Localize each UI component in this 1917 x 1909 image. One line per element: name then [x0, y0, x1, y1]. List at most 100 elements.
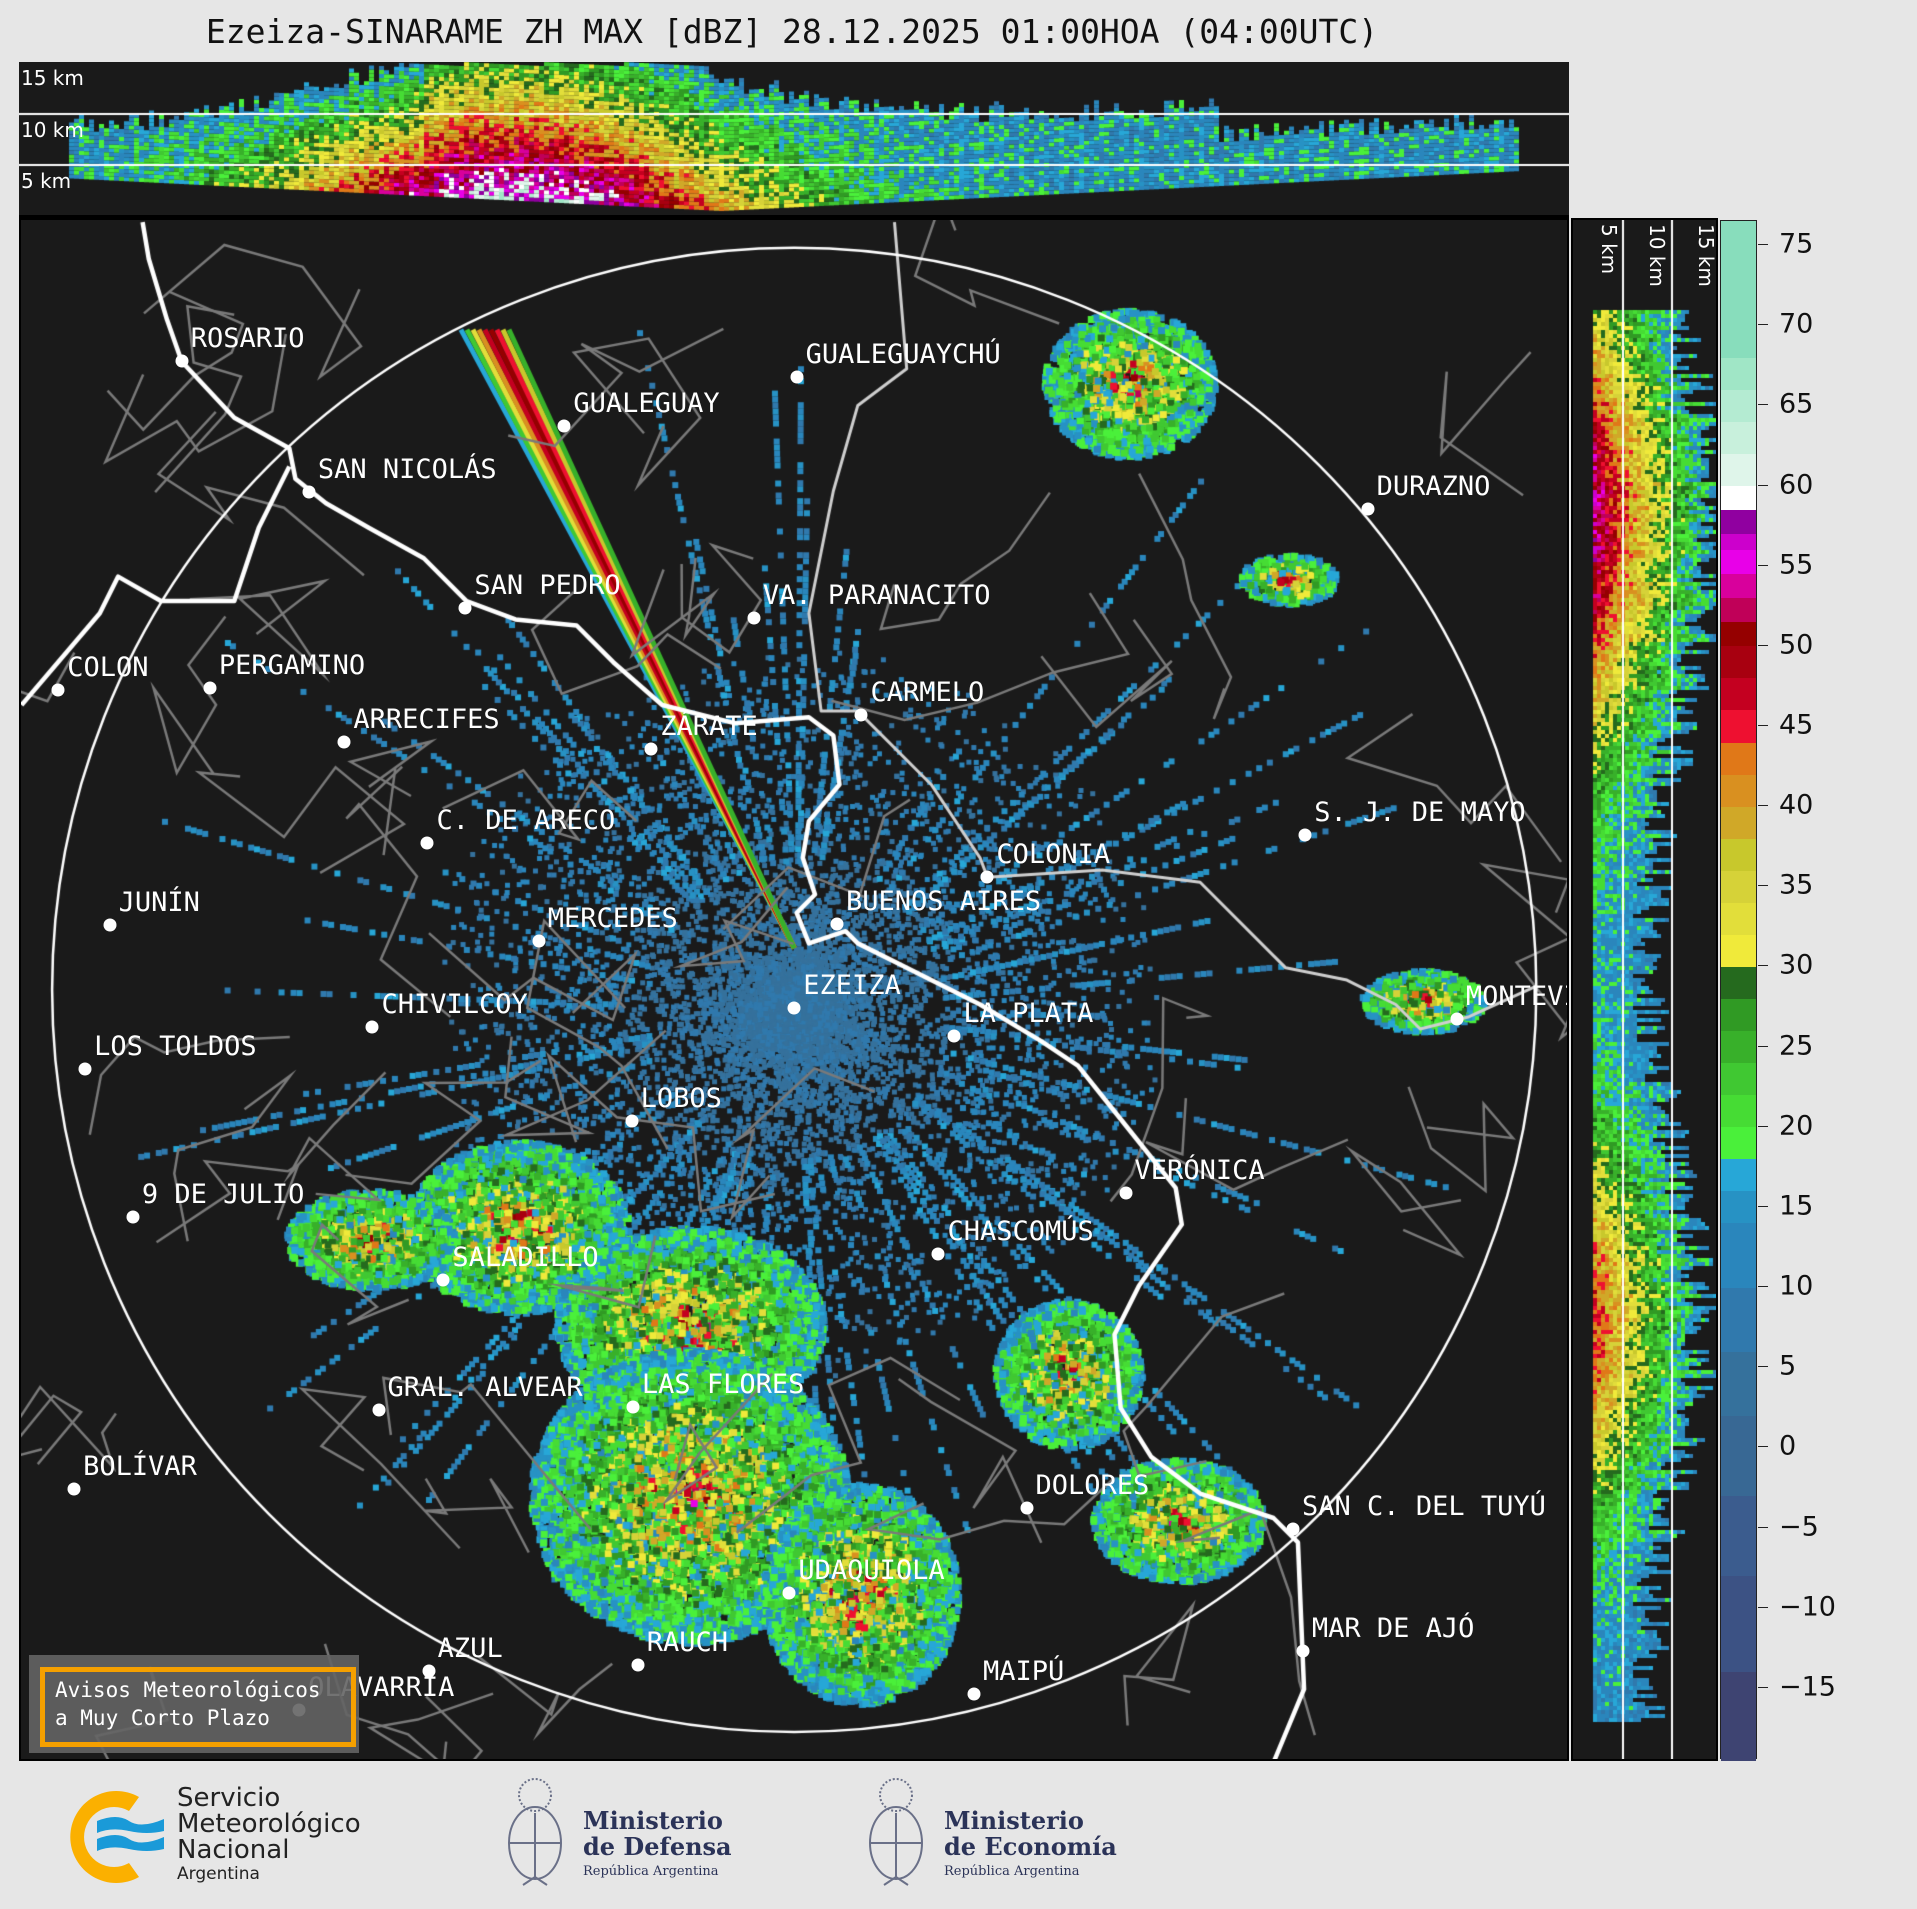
colorbar-tick: [1758, 644, 1768, 646]
colorbar-band: [1721, 742, 1756, 775]
colorbar-tick-label: 15: [1779, 1190, 1814, 1222]
side-height-cross-section: 5 km 10 km 15 km: [1571, 218, 1718, 1761]
warning-line-2: a Muy Corto Plazo: [55, 1706, 270, 1730]
smn-logo: Servicio Meteorológico Nacional Argentin…: [59, 1785, 389, 1895]
colorbar-tick: [1758, 1606, 1768, 1608]
colorbar-tick: [1758, 1686, 1768, 1688]
city-label: LA PLATA: [963, 998, 1094, 1030]
colorbar-tick-label: 65: [1779, 388, 1814, 420]
colorbar-band: [1721, 421, 1756, 454]
colorbar-tick: [1758, 244, 1768, 246]
city-marker: [458, 601, 472, 615]
colorbar-tick: [1758, 564, 1768, 566]
economia-text-2: de Economía: [944, 1832, 1117, 1861]
colorbar-tick-label: 0: [1779, 1430, 1797, 1462]
city-label: CHASCOMÚS: [947, 1215, 1094, 1247]
city-label: BUENOS AIRES: [846, 885, 1042, 917]
radar-map[interactable]: ROSARIO GUALEGUAY GUALEGUAYCHÚ SAN NICOLÁS D…: [19, 218, 1569, 1761]
colorbar-band: [1721, 1671, 1756, 1761]
height-label-10km: 10 km: [21, 118, 84, 142]
colorbar-tick: [1758, 1526, 1768, 1528]
city-label: GUALEGUAY: [573, 388, 720, 420]
warning-link-button[interactable]: Avisos Meteorológicos a Muy Corto Plazo: [40, 1667, 356, 1747]
city-marker: [931, 1247, 945, 1261]
colorbar-tick: [1758, 724, 1768, 726]
colorbar-band: [1721, 1495, 1756, 1577]
national-coat-of-arms-icon: [508, 1778, 562, 1886]
city-marker: [1119, 1186, 1133, 1200]
colorbar-tick: [1758, 1125, 1768, 1127]
warning-link-box[interactable]: Avisos Meteorológicos a Muy Corto Plazo: [29, 1655, 359, 1753]
colorbar-tick-label: 35: [1779, 869, 1814, 901]
height-label-15km: 15 km: [21, 66, 84, 90]
colorbar-band: [1721, 998, 1756, 1032]
city-label: AZUL: [437, 1632, 503, 1664]
city-marker: [365, 1020, 379, 1034]
city-marker: [103, 918, 117, 932]
colorbar-tick-label: 50: [1779, 629, 1814, 661]
chart-title: Ezeiza-SINARAME ZH MAX [dBZ] 28.12.2025 …: [205, 12, 1379, 51]
colorbar-band: [1721, 1158, 1756, 1192]
colorbar-tick: [1758, 1205, 1768, 1207]
city-label: SAN C. DEL TUYÚ: [1302, 1490, 1546, 1522]
smn-text-4: Argentina: [177, 1864, 260, 1884]
ministerio-defensa-logo: Ministerio de Defensa República Argentin…: [495, 1773, 755, 1898]
city-label: S. J. DE MAYO: [1314, 796, 1526, 828]
colorbar-tick-label: −15: [1779, 1671, 1836, 1703]
colorbar-band: [1721, 1190, 1756, 1224]
colorbar-band: [1721, 221, 1756, 358]
city-label: DOLORES: [1035, 1470, 1150, 1502]
colorbar-band: [1721, 645, 1756, 679]
city-marker: [67, 1482, 81, 1496]
city-label: COLONIA: [996, 839, 1111, 871]
city-marker: [557, 419, 571, 433]
colorbar-tick: [1758, 1286, 1768, 1288]
city-label: CARMELO: [870, 676, 985, 708]
colorbar-band: [1721, 509, 1756, 535]
city-label: LOS TOLDOS: [94, 1031, 257, 1063]
city-marker: [532, 934, 546, 948]
colorbar-tick: [1758, 885, 1768, 887]
city-label: COLON: [67, 652, 149, 684]
city-label: DURAZNO: [1376, 471, 1491, 503]
colorbar-tick-label: 10: [1779, 1270, 1814, 1302]
colorbar-tick-label: 25: [1779, 1030, 1814, 1062]
colorbar-band: [1721, 485, 1756, 511]
colorbar-tick-label: 70: [1779, 308, 1814, 340]
smn-text-1: Servicio: [177, 1783, 281, 1813]
city-marker: [830, 917, 844, 931]
colorbar-tick-label: −5: [1779, 1511, 1819, 1543]
city-label: 9 DE JULIO: [141, 1179, 305, 1211]
smn-text-3: Nacional: [177, 1835, 290, 1865]
colorbar-tick-label: 5: [1779, 1350, 1797, 1382]
city-label: EZEIZA: [803, 970, 901, 1002]
colorbar-band: [1721, 677, 1756, 711]
top-section-canvas: [19, 62, 1569, 215]
city-label: SALADILLO: [452, 1241, 599, 1273]
city-marker: [782, 1586, 796, 1600]
colorbar-tick-label: 55: [1779, 549, 1814, 581]
city-label: VERÓNICA: [1134, 1154, 1265, 1186]
colorbar-tick-label: −10: [1779, 1591, 1836, 1623]
city-label: GRAL. ALVEAR: [387, 1372, 583, 1404]
colorbar-band: [1721, 870, 1756, 903]
colorbar-tick: [1758, 805, 1768, 807]
city-label: VA. PARANACITO: [762, 580, 991, 612]
city-marker: [1286, 1522, 1300, 1536]
city-label: MERCEDES: [547, 902, 678, 934]
colorbar-band: [1721, 934, 1756, 967]
colorbar-tick-label: 45: [1779, 709, 1814, 741]
city-marker: [980, 870, 994, 884]
colorbar: [1720, 220, 1757, 1761]
height-label-5km: 5 km: [1597, 224, 1621, 275]
colorbar-band: [1721, 774, 1756, 807]
colorbar-tick: [1758, 324, 1768, 326]
city-label: MONTEVIDEO: [1465, 981, 1567, 1013]
city-label: SAN PEDRO: [474, 570, 621, 602]
colorbar-tick: [1758, 1045, 1768, 1047]
radar-reflectivity-canvas: [21, 220, 1567, 1759]
colorbar-tick-label: 20: [1779, 1110, 1814, 1142]
colorbar-band: [1721, 533, 1756, 551]
city-label: MAIPÚ: [982, 1656, 1065, 1688]
defensa-text-3: República Argentina: [583, 1864, 719, 1879]
